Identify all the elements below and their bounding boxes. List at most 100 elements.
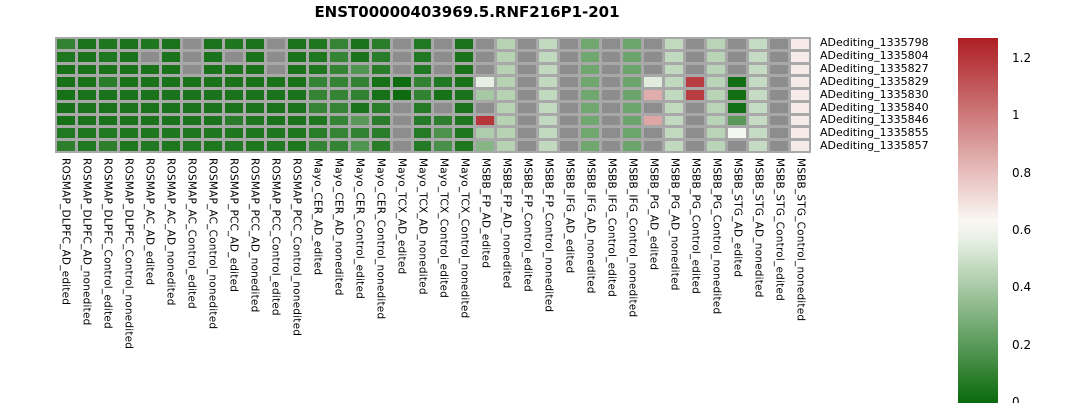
heatmap-cell [224, 128, 243, 139]
column-label: Mayo_CER_Control_edited [353, 158, 366, 299]
heatmap-cell [728, 115, 747, 126]
heatmap-cell [203, 102, 222, 113]
heatmap-cell [791, 64, 809, 75]
heatmap-cell [161, 39, 180, 49]
heatmap-cell [371, 64, 390, 75]
heatmap-cell [308, 128, 327, 139]
heatmap-cell [623, 141, 642, 151]
heatmap-cell [665, 128, 684, 139]
heatmap-cell [77, 39, 96, 49]
heatmap-cell [518, 102, 537, 113]
heatmap-cell [161, 115, 180, 126]
heatmap-cell [686, 128, 705, 139]
heatmap-cell [57, 90, 75, 100]
heatmap-cell [413, 51, 432, 62]
heatmap-cell [581, 141, 600, 151]
heatmap-cell [371, 102, 390, 113]
column-label: ROSMAP_AC_Control_nonedited [206, 158, 219, 330]
heatmap-cell [476, 77, 495, 88]
heatmap-cell [98, 51, 117, 62]
heatmap-cell [560, 77, 579, 88]
heatmap-cell [728, 51, 747, 62]
heatmap-cell [77, 141, 96, 151]
heatmap-cell [686, 141, 705, 151]
heatmap-cell [203, 39, 222, 49]
heatmap-cell [119, 141, 138, 151]
heatmap-cell [518, 77, 537, 88]
heatmap-cell [182, 141, 201, 151]
colorbar-tick-label: 0 [1012, 394, 1020, 403]
heatmap-cell [770, 128, 789, 139]
heatmap-cell [623, 115, 642, 126]
heatmap-cell [707, 115, 726, 126]
heatmap-cell [77, 77, 96, 88]
heatmap-cell [728, 77, 747, 88]
heatmap-cell [497, 64, 516, 75]
column-label: MSBB_IFG_AD_edited [563, 158, 576, 274]
heatmap-cell [203, 51, 222, 62]
heatmap-cell [455, 90, 474, 100]
heatmap-cell [602, 128, 621, 139]
column-label: ROSMAP_PCC_AD_nonedited [248, 158, 261, 313]
column-labels: ROSMAP_DLPFC_AD_edited ROSMAP_DLPFC_AD_no… [55, 158, 811, 400]
heatmap-cell [266, 128, 285, 139]
heatmap-cell [161, 141, 180, 151]
heatmap-cell [203, 90, 222, 100]
heatmap-cell [434, 90, 453, 100]
heatmap-cell [266, 64, 285, 75]
heatmap-cell [77, 51, 96, 62]
heatmap-cell [203, 141, 222, 151]
heatmap-cell [539, 39, 558, 49]
heatmap-cell [749, 102, 768, 113]
heatmap-cell [392, 64, 411, 75]
heatmap-cell [539, 115, 558, 126]
heatmap-cell [266, 115, 285, 126]
row-label: ADediting_1335840 [820, 100, 929, 114]
heatmap-cell [224, 39, 243, 49]
heatmap-cell [182, 90, 201, 100]
heatmap-cell [476, 102, 495, 113]
column-label: MSBB_STG_AD_nonedited [752, 158, 765, 298]
row-label: ADediting_1335857 [820, 139, 929, 153]
heatmap-cell [455, 102, 474, 113]
heatmap-cell [413, 128, 432, 139]
heatmap-cell [57, 141, 75, 151]
column-label: Mayo_TCX_AD_nonedited [416, 158, 429, 295]
heatmap-cell [644, 51, 663, 62]
heatmap-cell [308, 90, 327, 100]
heatmap-cell [224, 51, 243, 62]
heatmap-cell [308, 77, 327, 88]
heatmap-cell [413, 102, 432, 113]
heatmap-cell [392, 128, 411, 139]
heatmap-cell [707, 64, 726, 75]
heatmap-cell [392, 77, 411, 88]
heatmap-cell [182, 64, 201, 75]
heatmap-cell [392, 90, 411, 100]
colorbar-tick-label: 0.2 [1012, 337, 1032, 352]
heatmap-cell [749, 115, 768, 126]
heatmap-cell [455, 115, 474, 126]
heatmap-cell [140, 115, 159, 126]
heatmap-cell [644, 90, 663, 100]
heatmap-grid [55, 37, 811, 153]
heatmap-cell [392, 115, 411, 126]
heatmap-cell [392, 39, 411, 49]
heatmap-cell [371, 128, 390, 139]
heatmap-cell [182, 77, 201, 88]
heatmap-cell [57, 39, 75, 49]
heatmap-cell [98, 141, 117, 151]
heatmap-cell [539, 141, 558, 151]
heatmap-cell [57, 51, 75, 62]
heatmap-cell [623, 64, 642, 75]
column-label: ROSMAP_AC_AD_nonedited [164, 158, 177, 306]
heatmap-cell [560, 39, 579, 49]
heatmap-cell [455, 141, 474, 151]
heatmap-cell [707, 128, 726, 139]
column-label: Mayo_CER_AD_nonedited [332, 158, 345, 296]
heatmap-cell [644, 128, 663, 139]
heatmap-cell [182, 102, 201, 113]
heatmap-cell [770, 51, 789, 62]
column-label: Mayo_CER_Control_nonedited [374, 158, 387, 320]
heatmap-cell [602, 102, 621, 113]
heatmap-cell [224, 77, 243, 88]
